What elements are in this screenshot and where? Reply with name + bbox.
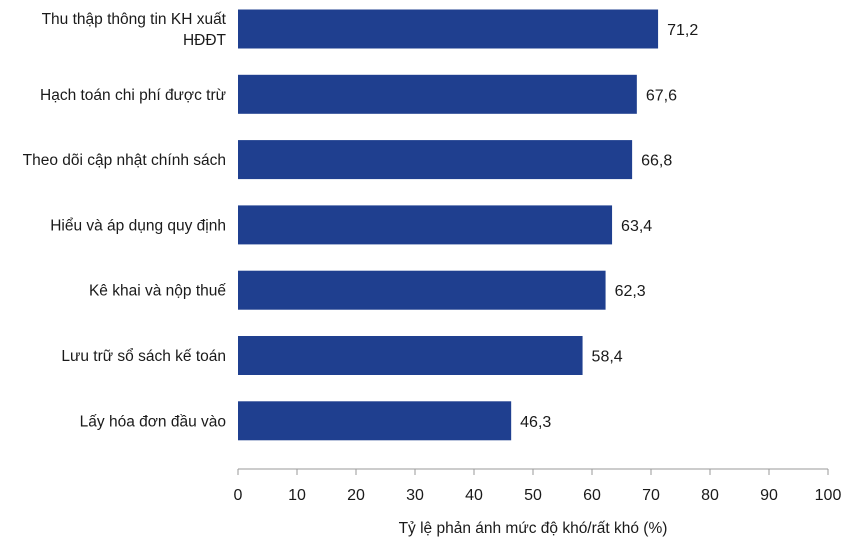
x-tick-label: 40 bbox=[465, 487, 483, 504]
bars-group bbox=[238, 9, 659, 441]
bar-value-label: 46,3 bbox=[520, 414, 551, 431]
bar-value-label: 67,6 bbox=[646, 87, 677, 104]
x-tick-label: 70 bbox=[642, 487, 660, 504]
bar bbox=[238, 270, 606, 310]
bar bbox=[238, 205, 613, 245]
bar bbox=[238, 336, 583, 375]
bar-value-label: 63,4 bbox=[621, 218, 652, 235]
x-tick-label: 80 bbox=[701, 487, 719, 504]
category-label: Lưu trữ sổ sách kế toán bbox=[61, 348, 226, 365]
x-tick-label: 90 bbox=[760, 487, 778, 504]
category-label: Hạch toán chi phí được trừ bbox=[40, 87, 226, 104]
bar-value-label: 62,3 bbox=[615, 283, 646, 300]
x-axis: 0 10 20 30 40 50 60 70 80 90 100 bbox=[234, 468, 842, 504]
category-label: Hiểu và áp dụng quy định bbox=[50, 217, 226, 234]
x-axis-title: Tỷ lệ phản ánh mức độ khó/rất khó (%) bbox=[399, 520, 668, 537]
bar bbox=[238, 74, 637, 114]
category-label: Kê khai và nộp thuế bbox=[89, 283, 226, 300]
value-labels: 71,2 67,6 66,8 63,4 62,3 58,4 46,3 bbox=[520, 22, 698, 431]
bar bbox=[238, 140, 633, 180]
x-tick-label: 100 bbox=[815, 487, 842, 504]
x-tick-label: 0 bbox=[234, 487, 243, 504]
category-label: Lấy hóa đơn đầu vào bbox=[80, 413, 226, 430]
x-tick-label: 60 bbox=[583, 487, 601, 504]
bar bbox=[238, 9, 659, 49]
x-tick-label: 50 bbox=[524, 487, 542, 504]
bar-value-label: 71,2 bbox=[667, 22, 698, 39]
x-tick-label: 30 bbox=[406, 487, 424, 504]
bar-value-label: 66,8 bbox=[641, 153, 672, 170]
x-tick-label: 10 bbox=[288, 487, 306, 504]
x-tick-label: 20 bbox=[347, 487, 365, 504]
bar bbox=[238, 401, 512, 441]
category-labels: Thu thập thông tin KH xuất HĐĐT Hạch toán … bbox=[23, 11, 227, 430]
category-label: Thu thập thông tin KH xuất HĐĐT bbox=[42, 11, 227, 49]
category-label: Theo dõi cập nhật chính sách bbox=[23, 152, 226, 169]
bar-value-label: 58,4 bbox=[592, 349, 623, 366]
